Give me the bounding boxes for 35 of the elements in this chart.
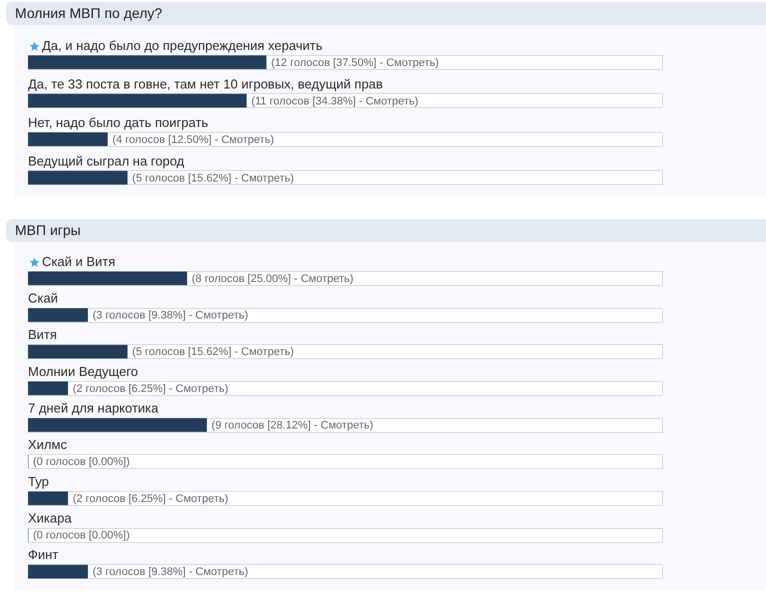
data-label: (5 голосов [15.62%] - Смотреть) bbox=[132, 346, 294, 358]
data-label: (11 голосов [34.38%] - Смотреть) bbox=[251, 95, 418, 108]
category-label: Хикара bbox=[28, 510, 72, 526]
bar bbox=[28, 308, 88, 322]
data-label: (3 голосов [9.38%] - Смотреть) bbox=[92, 566, 248, 578]
data-label: (12 голосов [37.50%] - Смотреть) bbox=[271, 56, 439, 69]
category-label: Ведущий сыграл на город bbox=[28, 153, 184, 168]
data-label: (0 голосов [0.00%]) bbox=[33, 456, 130, 468]
category-label: Молнии Ведущего bbox=[28, 364, 138, 379]
bar bbox=[28, 132, 108, 146]
bar bbox=[28, 344, 128, 358]
category-label: Тур bbox=[28, 474, 49, 489]
category-label: 7 дней для наркотика bbox=[28, 400, 158, 416]
data-label: (5 голосов [15.62%] - Смотреть) bbox=[132, 172, 294, 184]
data-label: (2 голосов [6.25%] - Смотреть) bbox=[72, 382, 228, 395]
category-label: Да, те 33 поста в говне, там нет 10 игровых, ведущий прав bbox=[28, 76, 383, 92]
bar bbox=[28, 170, 128, 185]
category-label: Нет, надо было дать поиграть bbox=[28, 114, 208, 130]
chart-title: Молния МВП по делу? bbox=[6, 2, 766, 25]
data-label: (9 голосов [28.12%] - Смотреть) bbox=[212, 420, 374, 432]
bar bbox=[28, 492, 68, 506]
data-label: (0 голосов [0.00%]) bbox=[33, 530, 130, 542]
category-label: Хилмс bbox=[28, 437, 67, 452]
category-label: Витя bbox=[28, 327, 57, 342]
category-label: Скай и Витя bbox=[42, 254, 116, 269]
category-label: Скай bbox=[28, 290, 58, 306]
data-label: (4 голосов [12.50%] - Смотреть) bbox=[112, 134, 274, 146]
data-label: (2 голосов [6.25%] - Смотреть) bbox=[72, 492, 228, 505]
bar bbox=[28, 564, 88, 578]
data-label: (8 голосов [25.00%] - Смотреть) bbox=[192, 272, 354, 285]
chart-title: МВП игры bbox=[6, 219, 766, 242]
category-label: Да, и надо было до предупреждения херачить bbox=[42, 38, 323, 53]
category-label: Финт bbox=[28, 547, 58, 562]
bar bbox=[28, 382, 68, 396]
data-label: (3 голосов [9.38%] - Смотреть) bbox=[92, 310, 248, 322]
